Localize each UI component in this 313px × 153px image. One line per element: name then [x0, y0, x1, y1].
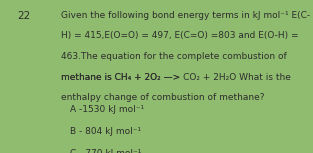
Text: 463.The equation for the complete combustion of: 463.The equation for the complete combus…	[61, 52, 287, 61]
Text: B - 804 kJ mol⁻¹: B - 804 kJ mol⁻¹	[70, 127, 141, 136]
Text: C - 770 kJ mol⁻¹: C - 770 kJ mol⁻¹	[70, 149, 142, 153]
Text: 22: 22	[17, 11, 30, 21]
Text: methane is CH₄ + 2O₂ —> CO₂ + 2H₂O What is the: methane is CH₄ + 2O₂ —> CO₂ + 2H₂O What …	[61, 73, 291, 82]
Text: enthalpy change of combustion of methane?: enthalpy change of combustion of methane…	[61, 93, 264, 102]
Text: A -1530 kJ mol⁻¹: A -1530 kJ mol⁻¹	[70, 105, 145, 114]
Text: H) = 415,E(O=O) = 497, E(C=O) =803 and E(O-H) =: H) = 415,E(O=O) = 497, E(C=O) =803 and E…	[61, 31, 299, 40]
Text: Given the following bond energy terms in kJ mol⁻¹ E(C-: Given the following bond energy terms in…	[61, 11, 310, 20]
Text: methane is CH₄ + 2O₂ —>: methane is CH₄ + 2O₂ —>	[61, 73, 183, 82]
